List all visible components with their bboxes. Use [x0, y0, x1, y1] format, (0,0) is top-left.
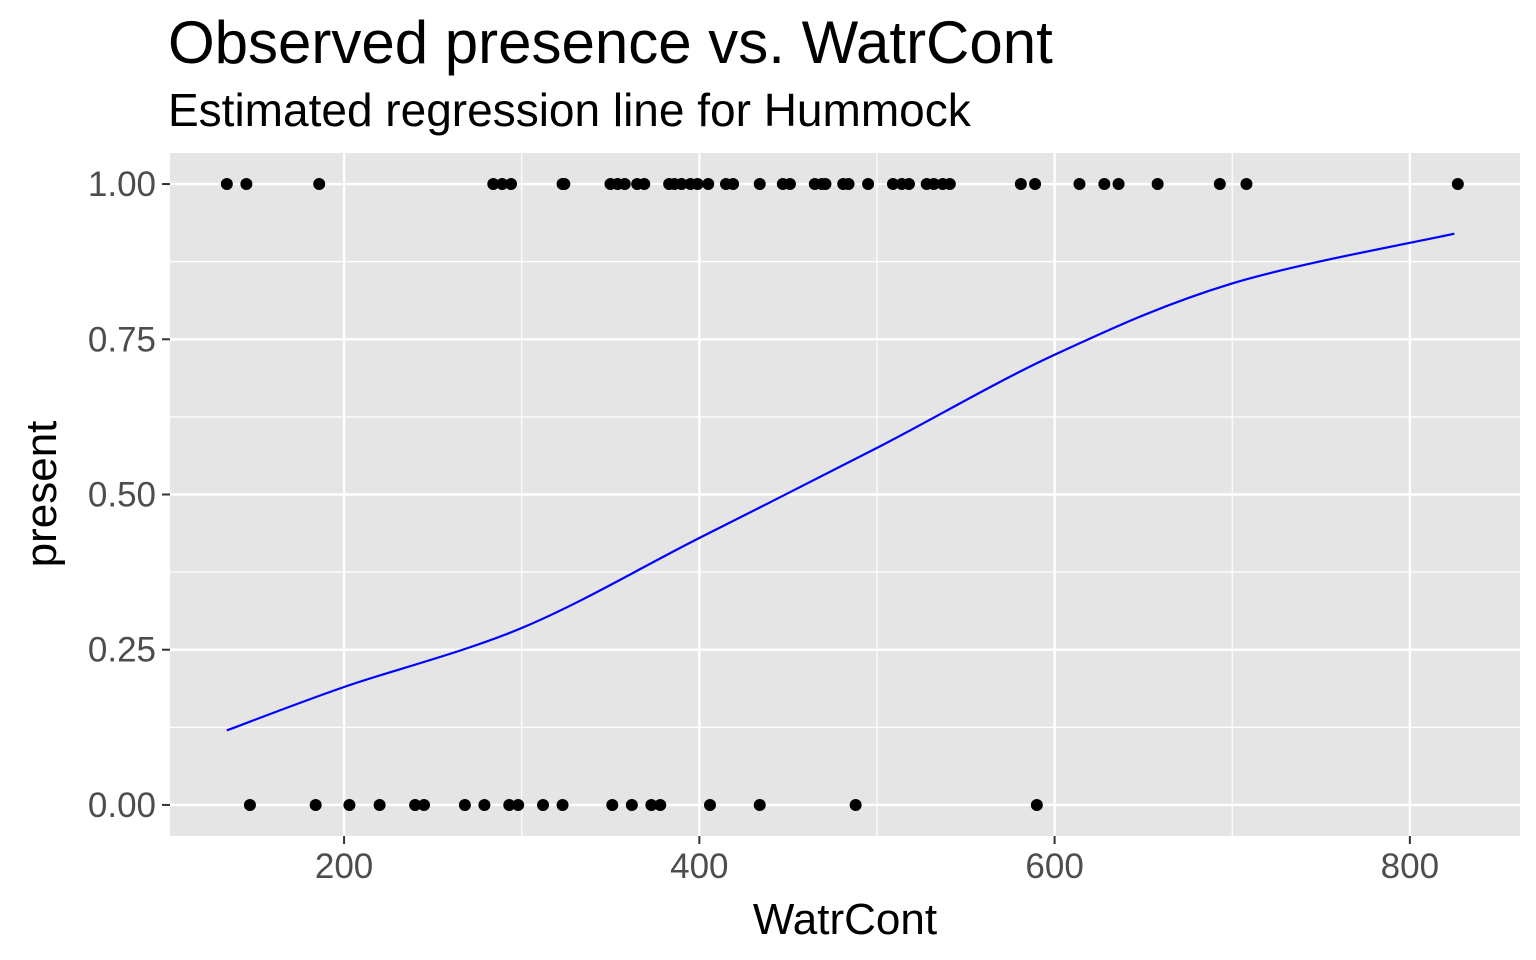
data-point — [886, 178, 899, 191]
data-point — [1151, 178, 1164, 191]
data-point — [819, 178, 832, 191]
data-point — [702, 178, 715, 191]
y-tick-label: 0.00 — [88, 786, 156, 825]
data-point — [1014, 178, 1027, 191]
y-tick-label: 0.25 — [88, 631, 156, 670]
chart-subtitle: Estimated regression line for Hummock — [168, 84, 972, 136]
data-point — [343, 798, 356, 811]
x-tick-label: 800 — [1381, 847, 1439, 886]
data-point — [783, 178, 796, 191]
data-point — [505, 178, 518, 191]
data-point — [458, 798, 471, 811]
y-axis-ticks: 0.00 0.25 0.50 0.75 1.00 — [88, 165, 170, 825]
x-tick-label: 200 — [315, 847, 373, 886]
x-axis-title: WatrCont — [753, 895, 937, 944]
data-point — [645, 798, 658, 811]
x-tick-label: 400 — [670, 847, 728, 886]
data-point — [496, 178, 509, 191]
data-point — [654, 798, 667, 811]
data-point — [606, 798, 619, 811]
data-point — [373, 798, 386, 811]
y-axis-title: present — [17, 421, 66, 568]
data-point — [704, 798, 716, 811]
data-point — [1112, 178, 1125, 191]
data-point — [487, 178, 500, 191]
data-point — [691, 178, 704, 191]
data-points — [220, 178, 1464, 811]
data-point — [503, 798, 516, 811]
data-point — [556, 798, 569, 811]
data-point — [727, 178, 740, 191]
chart-title: Observed presence vs. WatrCont — [168, 9, 1053, 76]
data-point — [618, 178, 631, 191]
data-point — [1240, 178, 1253, 191]
data-point — [558, 178, 571, 191]
data-point — [675, 178, 688, 191]
data-point — [625, 798, 638, 811]
data-point — [1098, 178, 1111, 191]
data-point — [1029, 178, 1042, 191]
data-point — [1213, 178, 1226, 191]
data-point — [943, 178, 956, 191]
data-point — [753, 798, 766, 811]
data-point — [1030, 798, 1043, 811]
major-gridlines — [170, 153, 1520, 836]
data-point — [849, 798, 862, 811]
data-point — [309, 798, 322, 811]
data-point — [1073, 178, 1086, 191]
data-point — [842, 178, 855, 191]
data-point — [313, 178, 326, 191]
data-point — [512, 798, 525, 811]
data-point — [240, 178, 253, 191]
data-point — [638, 178, 651, 191]
regression-line — [226, 232, 1455, 732]
data-point — [1451, 178, 1464, 191]
y-tick-label: 0.50 — [88, 476, 156, 515]
data-point — [537, 798, 550, 811]
data-point — [753, 178, 766, 191]
data-point — [862, 178, 875, 191]
x-tick-label: 600 — [1025, 847, 1083, 886]
data-point — [902, 178, 915, 191]
data-point — [243, 798, 256, 811]
data-point — [927, 178, 940, 191]
y-tick-label: 1.00 — [88, 165, 156, 204]
data-point — [418, 798, 431, 811]
data-point — [409, 798, 422, 811]
y-tick-label: 0.75 — [88, 320, 156, 359]
x-axis-ticks: 200 400 600 800 — [315, 836, 1439, 886]
data-point — [220, 178, 233, 191]
data-point — [478, 798, 491, 811]
